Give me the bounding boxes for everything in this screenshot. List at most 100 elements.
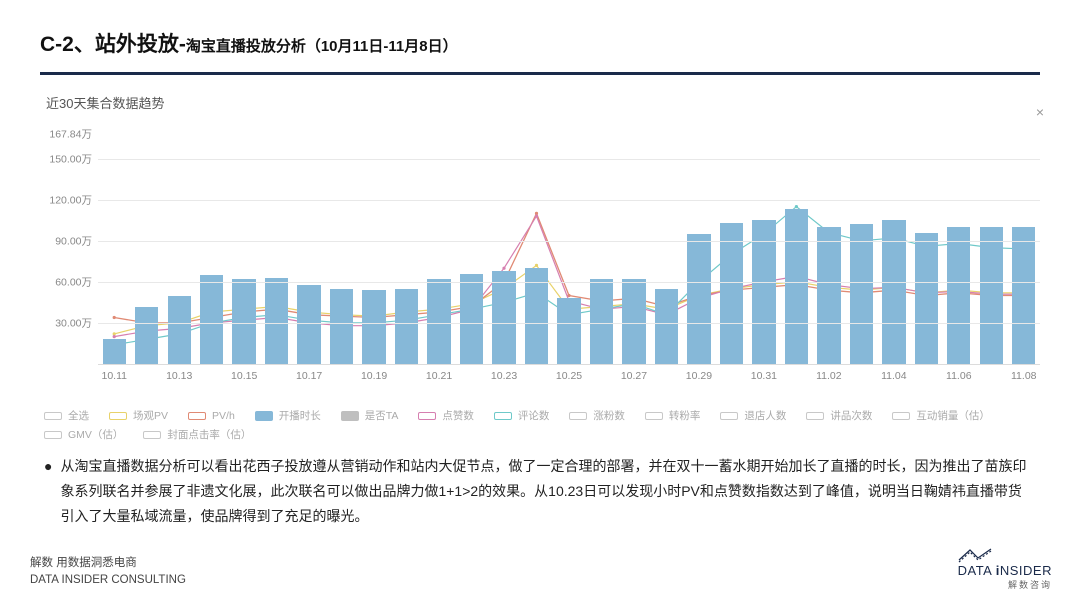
chart-legend: 全选 场观PV PV/h 开播时长 是否TA 点赞数 评论数 涨粉数 转粉率 退店人数 讲品次数 互动… <box>44 408 1044 442</box>
bar <box>915 233 938 364</box>
bar <box>882 220 905 364</box>
legend-label: 退店人数 <box>744 408 786 423</box>
bar <box>460 274 483 364</box>
x-tick-label: 10.31 <box>751 370 777 382</box>
legend-item[interactable]: 评论数 <box>494 408 550 423</box>
title-main: C-2、站外投放- <box>40 33 186 56</box>
x-tick-label: 10.27 <box>621 370 647 382</box>
legend-swatch <box>109 412 127 420</box>
gridline <box>98 241 1040 242</box>
legend-swatch <box>44 431 62 439</box>
legend-item[interactable]: 封面点击率（估） <box>143 427 251 442</box>
y-tick-label: 30.00万 <box>40 315 92 330</box>
y-tick-label: 90.00万 <box>40 233 92 248</box>
legend-swatch <box>494 412 512 420</box>
x-tick-label: 10.15 <box>231 370 257 382</box>
bar <box>947 227 970 364</box>
bar <box>590 279 613 364</box>
x-tick-label: 10.23 <box>491 370 517 382</box>
legend-label: 是否TA <box>365 408 399 423</box>
bar <box>752 220 775 364</box>
close-icon[interactable]: × <box>1036 104 1044 120</box>
bar <box>980 227 1003 364</box>
bar <box>135 307 158 365</box>
brand-sub: 解数咨询 <box>958 578 1052 591</box>
legend-swatch <box>188 412 206 420</box>
legend-swatch <box>892 412 910 420</box>
x-tick-label: 10.25 <box>556 370 582 382</box>
bar <box>655 289 678 364</box>
bar <box>265 278 288 364</box>
legend-label: 涨粉数 <box>593 408 625 423</box>
legend-item[interactable]: 场观PV <box>109 408 168 423</box>
legend-label: 评论数 <box>518 408 550 423</box>
legend-item[interactable]: 点赞数 <box>418 408 474 423</box>
gridline <box>98 200 1040 201</box>
bullet-text: 从淘宝直播数据分析可以看出花西子投放遵从营销动作和站内大促节点，做了一定合理的部… <box>60 454 1034 530</box>
x-tick-label: 10.11 <box>101 370 127 382</box>
legend-label: 点赞数 <box>442 408 474 423</box>
bar <box>557 298 580 364</box>
bar <box>817 227 840 364</box>
legend-label: 讲品次数 <box>830 408 872 423</box>
bar <box>687 234 710 364</box>
bar <box>362 290 385 364</box>
x-tick-label: 11.06 <box>946 370 972 382</box>
bar <box>492 271 515 364</box>
legend-swatch <box>806 412 824 420</box>
x-tick-label: 10.19 <box>361 370 387 382</box>
gridline <box>98 159 1040 160</box>
brand-wordmark: DATA iNSIDER <box>958 563 1052 578</box>
bar <box>297 285 320 364</box>
legend-item[interactable]: 开播时长 <box>255 408 321 423</box>
x-tick-label: 11.08 <box>1011 370 1037 382</box>
legend-item[interactable]: 退店人数 <box>720 408 786 423</box>
series-marker <box>795 205 798 208</box>
legend-swatch <box>720 412 738 420</box>
legend-label: 封面点击率（估） <box>167 427 251 442</box>
legend-swatch <box>645 412 663 420</box>
bar <box>720 223 743 364</box>
bar <box>395 289 418 364</box>
x-tick-label: 10.17 <box>296 370 322 382</box>
legend-swatch <box>44 412 62 420</box>
legend-item[interactable]: 转粉率 <box>645 408 701 423</box>
chart-title: 近30天集合数据趋势 <box>0 75 1080 112</box>
legend-item[interactable]: 是否TA <box>341 408 399 423</box>
legend-item[interactable]: PV/h <box>188 408 235 423</box>
legend-swatch <box>255 411 273 421</box>
legend-item[interactable]: GMV（估） <box>44 427 123 442</box>
legend-swatch <box>143 431 161 439</box>
legend-label: 互动销量（估） <box>916 408 990 423</box>
bar <box>1012 227 1035 364</box>
legend-item[interactable]: 涨粉数 <box>569 408 625 423</box>
bar <box>330 289 353 364</box>
bar <box>200 275 223 364</box>
analysis-bullet: ● 从淘宝直播数据分析可以看出花西子投放遵从营销动作和站内大促节点，做了一定合理… <box>44 454 1034 530</box>
x-tick-label: 10.21 <box>426 370 452 382</box>
brand-logo-icon <box>958 547 992 563</box>
bar <box>168 296 191 364</box>
legend-item[interactable]: 讲品次数 <box>806 408 872 423</box>
y-tick-label: 60.00万 <box>40 274 92 289</box>
legend-label: 转粉率 <box>669 408 701 423</box>
series-marker <box>113 335 116 338</box>
legend-label: 全选 <box>68 408 89 423</box>
legend-label: 开播时长 <box>279 408 321 423</box>
slide-title: C-2、站外投放-淘宝直播投放分析（10月11日-11月8日） <box>0 0 1080 66</box>
legend-item[interactable]: 互动销量（估） <box>892 408 990 423</box>
bar <box>850 224 873 364</box>
footer-left: 解数 用数据洞悉电商 DATA INSIDER CONSULTING <box>30 555 186 590</box>
legend-swatch <box>569 412 587 420</box>
legend-label: PV/h <box>212 410 235 422</box>
legend-label: 场观PV <box>133 408 168 423</box>
y-max-label: 167.84万 <box>40 127 92 142</box>
x-tick-label: 11.02 <box>816 370 842 382</box>
x-tick-label: 11.04 <box>881 370 907 382</box>
footer-line2: DATA INSIDER CONSULTING <box>30 572 186 589</box>
chart-area: 167.84万30.00万60.00万90.00万120.00万150.00万1… <box>40 134 1040 404</box>
legend-item[interactable]: 全选 <box>44 408 89 423</box>
series-marker <box>113 316 116 319</box>
y-tick-label: 150.00万 <box>40 151 92 166</box>
legend-label: GMV（估） <box>68 427 123 442</box>
